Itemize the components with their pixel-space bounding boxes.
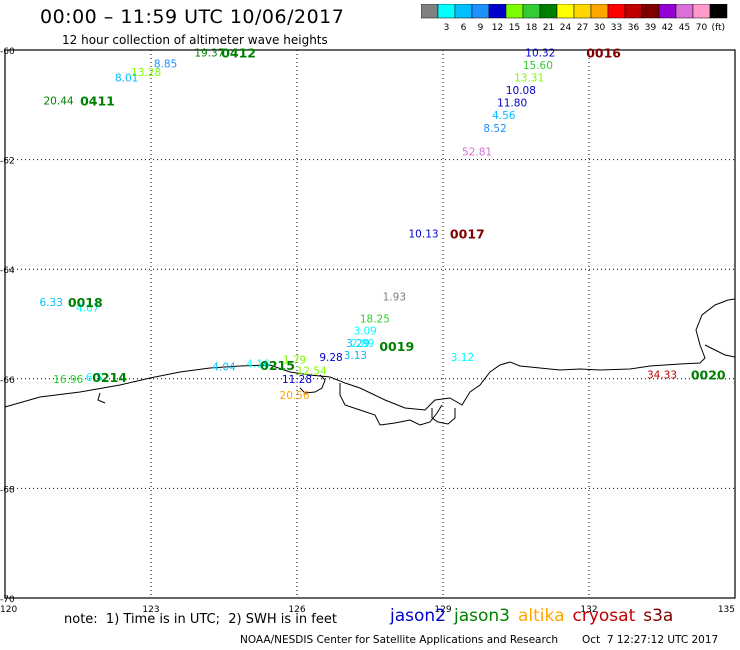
lon-tick-label: 126 <box>288 605 305 615</box>
wave-height-value: 3.12 <box>451 352 474 364</box>
wave-height-value: 2.89 <box>351 338 374 350</box>
color-scale-label: 18 <box>526 23 538 33</box>
wave-height-value: 11.80 <box>497 98 527 110</box>
wave-height-value: 13.28 <box>131 67 161 79</box>
wave-height-value: 1.79 <box>283 355 306 367</box>
color-scale-label: 3 <box>444 23 450 33</box>
color-scale-label: 39 <box>645 23 657 33</box>
wave-height-value: 20.56 <box>280 390 310 402</box>
color-scale-label: 27 <box>577 23 588 33</box>
color-scale-label: 42 <box>662 23 673 33</box>
wave-height-value: 1.93 <box>383 292 406 304</box>
lon-tick-label: 120 <box>0 605 17 615</box>
wave-height-value: 10.08 <box>506 85 536 97</box>
pass-time-label: 0018 <box>68 295 103 310</box>
wave-height-value: 4.56 <box>492 110 516 122</box>
pass-time-label: 0016 <box>586 46 621 61</box>
wave-height-value: 6.33 <box>40 297 63 309</box>
wave-height-value: 18.25 <box>360 314 390 326</box>
color-scale-label: 24 <box>560 23 572 33</box>
pass-time-label: 0412 <box>221 46 256 61</box>
wave-height-value: 4.16 <box>246 358 270 370</box>
generation-timestamp: Oct 7 12:27:12 UTC 2017 <box>582 634 719 646</box>
lat-tick-label: -60 <box>0 47 15 57</box>
satellite-legend-jason3: jason3 <box>454 606 510 626</box>
color-scale-legend: 3 6 9 12 15 18 21 24 27 30 33 36 39 42 45 70 (ft) <box>421 4 728 33</box>
axis-ticks: 120 123 126 129 132 135 -60 -62 -64 -66 -68 -70 <box>0 47 735 615</box>
color-scale-label: 36 <box>628 23 640 33</box>
wave-height-value: 8.01 <box>115 72 138 84</box>
wave-height-value: 3.09 <box>353 326 376 338</box>
lat-tick-label: -70 <box>0 595 15 605</box>
pass-time-label: 0019 <box>379 339 414 354</box>
wave-height-value: 19.37 <box>194 48 224 60</box>
wave-height-value: 52.81 <box>462 146 492 158</box>
color-scale-label: 21 <box>543 23 554 33</box>
wave-height-value: 10.32 <box>525 48 555 60</box>
color-scale-label: 70 <box>696 23 708 33</box>
wave-height-value: 4.67 <box>76 303 99 315</box>
satellite-legend-s3a: s3a <box>643 606 674 626</box>
lon-tick-label: 135 <box>718 605 735 615</box>
satellite-legend-altika: altika <box>518 606 565 626</box>
color-scale-label: 33 <box>611 23 622 33</box>
page-title: 00:00 – 11:59 UTC 10/06/2017 <box>40 6 345 28</box>
lat-tick-label: -62 <box>0 157 15 167</box>
color-scale-label: 9 <box>478 23 484 33</box>
wave-height-value: 16.96 <box>53 374 83 386</box>
color-swatch <box>709 4 728 19</box>
wave-height-value: 15.60 <box>523 60 553 72</box>
satellite-legend-jason2: jason2 <box>390 606 446 626</box>
map-frame <box>4 49 736 599</box>
color-scale-label: 30 <box>594 23 606 33</box>
pass-time-label: 0411 <box>80 93 115 108</box>
pass-time-label: 0017 <box>450 227 485 242</box>
wave-height-value: 3.13 <box>344 350 367 362</box>
wave-height-value: 11.28 <box>282 374 312 386</box>
lat-tick-label: -64 <box>0 266 15 276</box>
lat-tick-label: -66 <box>0 376 15 386</box>
antarctic-coastline <box>4 298 736 411</box>
wave-height-value: 6.52 <box>86 372 109 384</box>
color-scale-label: 6 <box>461 23 467 33</box>
pass-time-label: 0214 <box>92 370 127 385</box>
wave-height-value: 9.28 <box>319 352 342 364</box>
satellite-legend-cryosat: cryosat <box>572 606 636 626</box>
lat-tick-label: -68 <box>0 485 15 495</box>
pass-time-label: 0020 <box>691 367 726 382</box>
wave-height-value: 13.31 <box>514 72 544 84</box>
wave-height-value: 3.29 <box>346 338 369 350</box>
wave-height-value: 8.52 <box>483 123 506 135</box>
coastline-east-shelf <box>704 344 736 358</box>
pass-time-labels: 0016 0412 0411 0017 0018 0019 0214 0215 0020 <box>68 46 726 385</box>
footnote: note: 1) Time is in UTC; 2) SWH is in fe… <box>64 612 337 627</box>
wave-height-value: 8.85 <box>154 59 177 71</box>
wave-height-value: 34.33 <box>647 369 677 381</box>
wave-height-value: 12.54 <box>297 366 327 378</box>
color-scale-unit: (ft) <box>711 23 725 33</box>
coastline-bay <box>97 392 456 425</box>
pass-time-label: 0215 <box>260 358 295 373</box>
wave-height-value: 10.13 <box>409 229 439 241</box>
wave-height-value: 20.44 <box>44 95 74 107</box>
lon-tick-label: 129 <box>434 605 451 615</box>
lat-lon-grid <box>5 50 735 598</box>
color-scale-label: 15 <box>509 23 520 33</box>
lon-tick-label: 123 <box>142 605 159 615</box>
satellite-legend: jason2 jason3 altika cryosat s3a <box>390 606 681 626</box>
color-scale-label: 12 <box>492 23 503 33</box>
credit-line: NOAA/NESDIS Center for Satellite Applica… <box>240 634 558 646</box>
color-scale-label: 45 <box>679 23 690 33</box>
lon-tick-label: 132 <box>580 605 597 615</box>
coastline-inlet <box>299 374 443 426</box>
page-subtitle: 12 hour collection of altimeter wave hei… <box>62 33 328 47</box>
wave-height-value: 4.04 <box>212 362 236 374</box>
